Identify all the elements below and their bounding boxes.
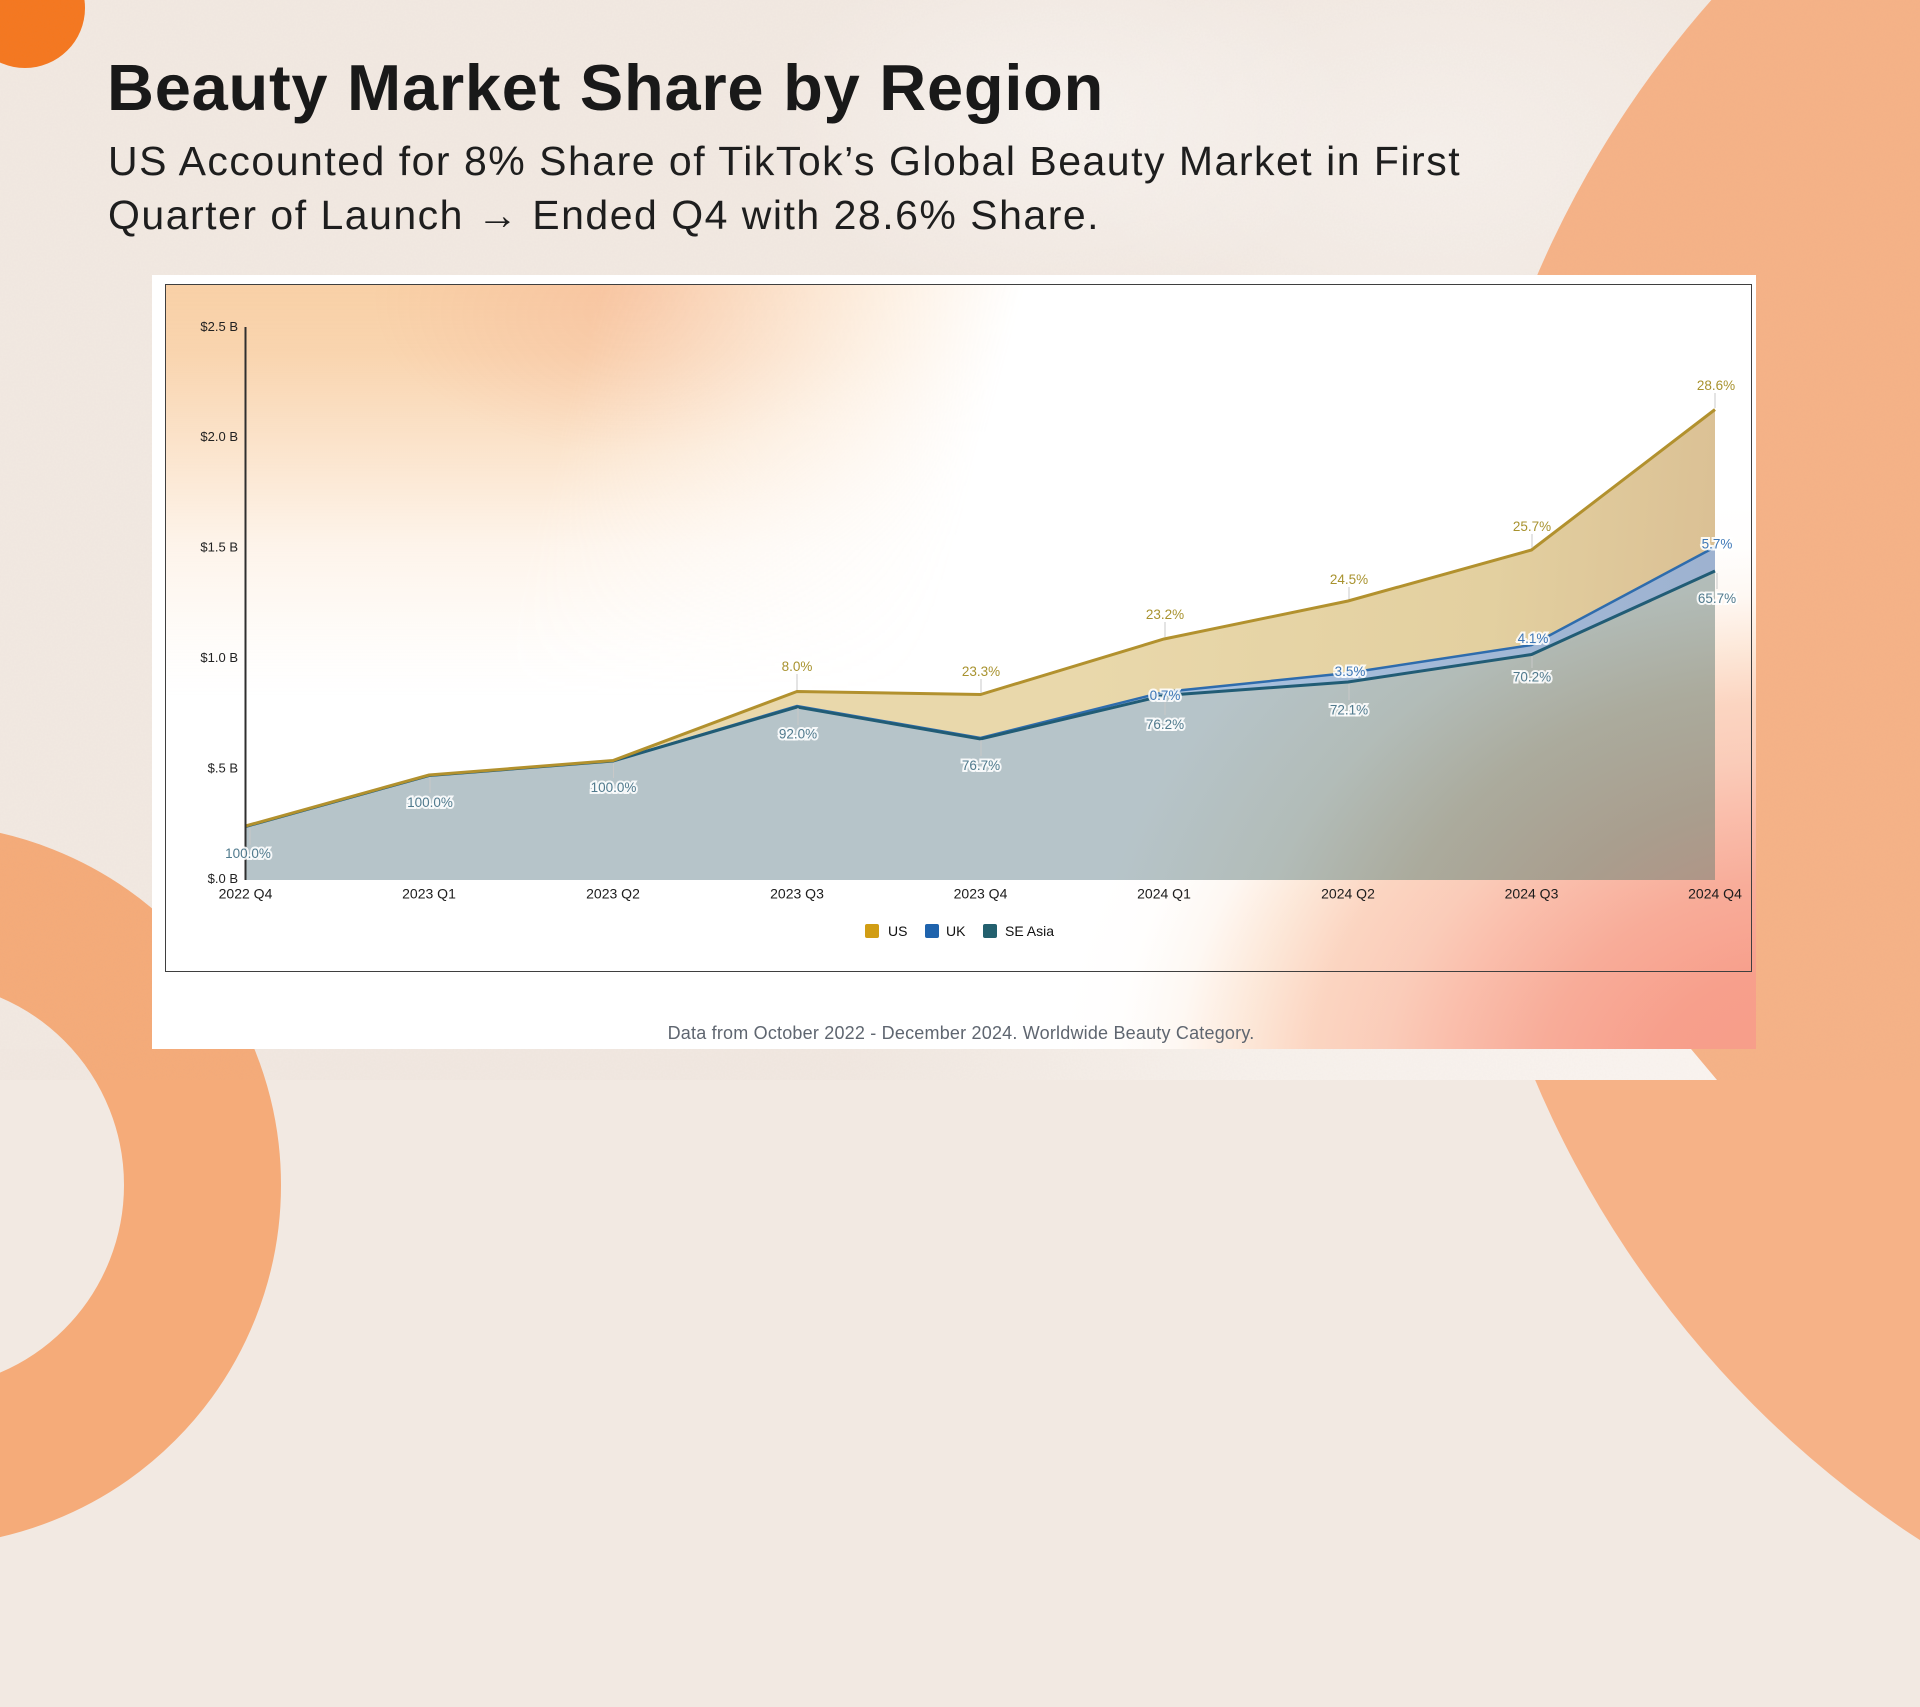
svg-text:$2.0 B: $2.0 B <box>200 429 238 444</box>
svg-text:28.6%: 28.6% <box>1697 378 1735 393</box>
svg-text:2023 Q4: 2023 Q4 <box>954 886 1008 902</box>
svg-text:25.7%: 25.7% <box>1513 519 1551 534</box>
svg-text:72.1%: 72.1% <box>1330 702 1368 717</box>
svg-text:76.2%: 76.2% <box>1146 717 1184 732</box>
svg-text:100.0%: 100.0% <box>407 795 453 810</box>
svg-text:0.7%: 0.7% <box>1150 688 1181 703</box>
svg-text:23.2%: 23.2% <box>1146 607 1184 622</box>
svg-text:5.7%: 5.7% <box>1702 536 1733 551</box>
svg-text:SE Asia: SE Asia <box>1005 923 1054 939</box>
svg-text:100.0%: 100.0% <box>225 846 271 861</box>
svg-text:$1.0 B: $1.0 B <box>200 650 238 665</box>
svg-text:2024 Q2: 2024 Q2 <box>1321 886 1375 902</box>
svg-text:$1.5 B: $1.5 B <box>200 540 238 555</box>
svg-text:2024 Q1: 2024 Q1 <box>1137 886 1191 902</box>
svg-text:2022 Q4: 2022 Q4 <box>219 886 273 902</box>
svg-text:$.0 B: $.0 B <box>208 871 238 886</box>
svg-text:$.5 B: $.5 B <box>208 760 238 775</box>
svg-text:23.3%: 23.3% <box>962 664 1000 679</box>
svg-text:UK: UK <box>946 923 966 939</box>
svg-text:24.5%: 24.5% <box>1330 572 1368 587</box>
svg-text:US: US <box>888 923 907 939</box>
svg-text:2024 Q3: 2024 Q3 <box>1505 886 1559 902</box>
svg-text:92.0%: 92.0% <box>779 726 817 741</box>
svg-text:2024 Q4: 2024 Q4 <box>1688 886 1742 902</box>
svg-text:3.5%: 3.5% <box>1335 664 1366 679</box>
svg-text:$2.5 B: $2.5 B <box>200 319 238 334</box>
svg-text:2023 Q2: 2023 Q2 <box>586 886 640 902</box>
svg-text:2023 Q3: 2023 Q3 <box>770 886 824 902</box>
svg-text:65.7%: 65.7% <box>1698 591 1736 606</box>
svg-text:4.1%: 4.1% <box>1518 631 1549 646</box>
svg-text:2023 Q1: 2023 Q1 <box>402 886 456 902</box>
svg-text:100.0%: 100.0% <box>591 780 637 795</box>
svg-text:76.7%: 76.7% <box>962 758 1000 773</box>
svg-text:70.2%: 70.2% <box>1513 669 1551 684</box>
svg-text:8.0%: 8.0% <box>782 659 813 674</box>
